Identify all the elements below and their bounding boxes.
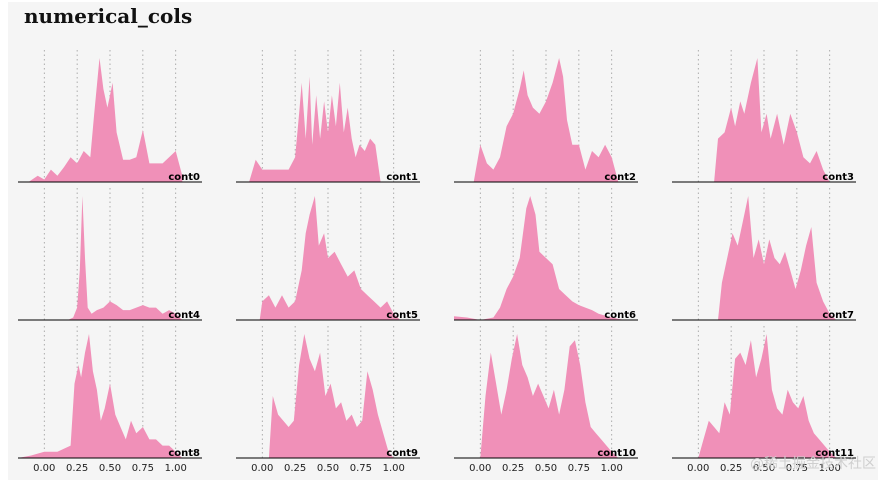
series-label-cont11: cont11 <box>815 448 854 459</box>
series-label-cont9: cont9 <box>386 448 418 459</box>
density-area-cont7 <box>718 196 837 320</box>
series-label-cont10: cont10 <box>597 448 636 459</box>
x-tick-label-col1-4: 1.00 <box>383 463 405 474</box>
x-tick-label-col3-2: 0.50 <box>753 463 775 474</box>
x-tick-label-col2-2: 0.50 <box>535 463 557 474</box>
series-label-cont4: cont4 <box>168 310 200 321</box>
x-tick-label-col0-2: 0.50 <box>99 463 121 474</box>
x-tick-label-col3-1: 0.25 <box>720 463 742 474</box>
series-label-cont5: cont5 <box>386 310 418 321</box>
x-tick-label-col2-3: 0.75 <box>568 463 590 474</box>
density-area-cont6 <box>454 196 625 320</box>
density-area-cont9 <box>268 334 394 458</box>
density-area-cont1 <box>249 76 381 182</box>
density-area-cont2 <box>473 58 619 182</box>
series-label-cont2: cont2 <box>604 172 636 183</box>
x-tick-label-col0-0: 0.00 <box>33 463 55 474</box>
series-label-cont7: cont7 <box>822 310 854 321</box>
x-tick-label-col1-3: 0.75 <box>350 463 372 474</box>
density-area-cont4 <box>67 196 183 320</box>
series-label-cont6: cont6 <box>604 310 636 321</box>
x-tick-label-col0-3: 0.75 <box>132 463 154 474</box>
x-tick-label-col3-3: 0.75 <box>786 463 808 474</box>
x-tick-label-col3-0: 0.00 <box>687 463 709 474</box>
x-tick-label-col2-1: 0.25 <box>502 463 524 474</box>
figure-title: numerical_cols <box>24 4 193 28</box>
x-tick-label-col0-4: 1.00 <box>165 463 187 474</box>
series-label-cont8: cont8 <box>168 448 200 459</box>
x-tick-label-col1-0: 0.00 <box>251 463 273 474</box>
x-tick-label-col2-0: 0.00 <box>469 463 491 474</box>
x-tick-label-col0-1: 0.25 <box>66 463 88 474</box>
density-area-cont11 <box>698 334 837 458</box>
series-label-cont0: cont0 <box>168 172 200 183</box>
density-area-cont0 <box>28 58 183 182</box>
density-area-cont8 <box>18 334 183 458</box>
series-label-cont1: cont1 <box>386 172 418 183</box>
density-area-cont10 <box>480 334 619 458</box>
density-area-cont5 <box>259 196 401 320</box>
x-tick-label-col1-2: 0.50 <box>317 463 339 474</box>
x-tick-label-col3-4: 1.00 <box>819 463 841 474</box>
x-tick-label-col1-1: 0.25 <box>284 463 306 474</box>
series-label-cont3: cont3 <box>822 172 854 183</box>
watermark: @稀土掘金技术社区 <box>750 456 876 472</box>
x-tick-label-col2-4: 1.00 <box>601 463 623 474</box>
density-area-cont3 <box>714 58 830 182</box>
